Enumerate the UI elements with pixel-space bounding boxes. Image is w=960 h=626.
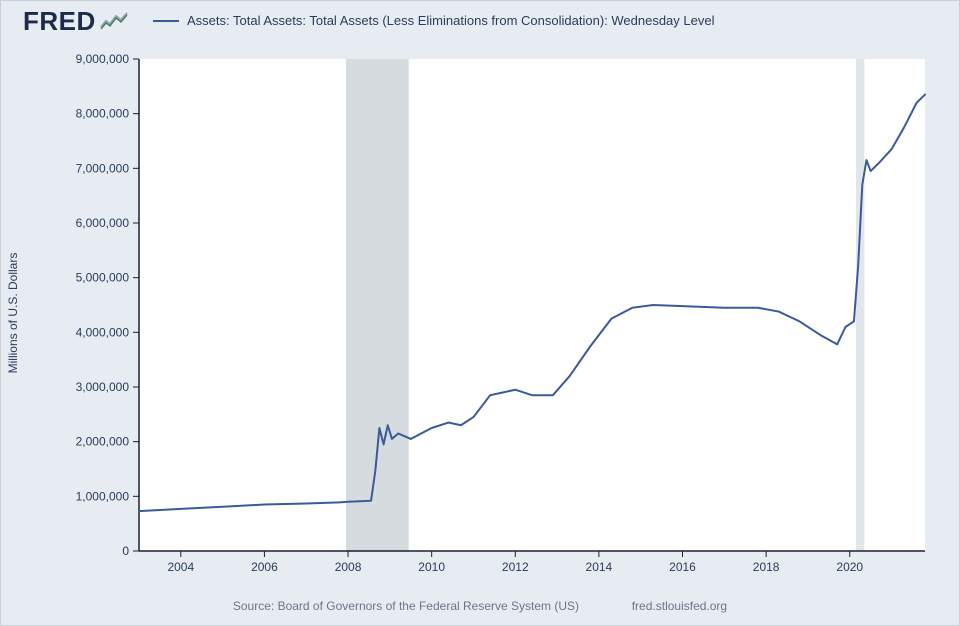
svg-text:2016: 2016 (669, 560, 696, 574)
svg-text:6,000,000: 6,000,000 (76, 216, 130, 230)
svg-text:2018: 2018 (753, 560, 780, 574)
y-axis-label: Millions of U.S. Dollars (6, 253, 20, 374)
plot-area: 0 1,000,000 2,000,000 3,000,000 4,000,000 5,0… (61, 49, 935, 577)
svg-text:2,000,000: 2,000,000 (76, 435, 130, 449)
footer: Source: Board of Governors of the Federa… (1, 599, 959, 613)
svg-text:2014: 2014 (586, 560, 613, 574)
source-text: Source: Board of Governors of the Federa… (233, 599, 579, 613)
svg-text:2010: 2010 (418, 560, 445, 574)
svg-text:5,000,000: 5,000,000 (76, 271, 130, 285)
legend-swatch (153, 20, 179, 22)
svg-text:3,000,000: 3,000,000 (76, 380, 130, 394)
chart-svg: 0 1,000,000 2,000,000 3,000,000 4,000,000 5,0… (61, 49, 935, 577)
svg-text:1,000,000: 1,000,000 (76, 489, 130, 503)
svg-text:0: 0 (122, 544, 129, 558)
svg-text:7,000,000: 7,000,000 (76, 161, 130, 175)
fred-logo-icon (100, 11, 128, 31)
svg-text:9,000,000: 9,000,000 (76, 52, 130, 66)
legend-label: Assets: Total Assets: Total Assets (Less… (187, 13, 714, 28)
svg-text:2020: 2020 (836, 560, 863, 574)
fred-logo-text: FRED (23, 6, 96, 37)
svg-text:8,000,000: 8,000,000 (76, 107, 130, 121)
svg-text:4,000,000: 4,000,000 (76, 325, 130, 339)
chart-frame: FRED Assets: Total Assets: Total Assets … (0, 0, 960, 626)
legend: Assets: Total Assets: Total Assets (Less… (153, 13, 714, 28)
svg-text:2012: 2012 (502, 560, 529, 574)
svg-text:2004: 2004 (167, 560, 194, 574)
source-link: fred.stlouisfed.org (632, 599, 727, 613)
svg-text:2008: 2008 (335, 560, 362, 574)
svg-text:2006: 2006 (251, 560, 278, 574)
